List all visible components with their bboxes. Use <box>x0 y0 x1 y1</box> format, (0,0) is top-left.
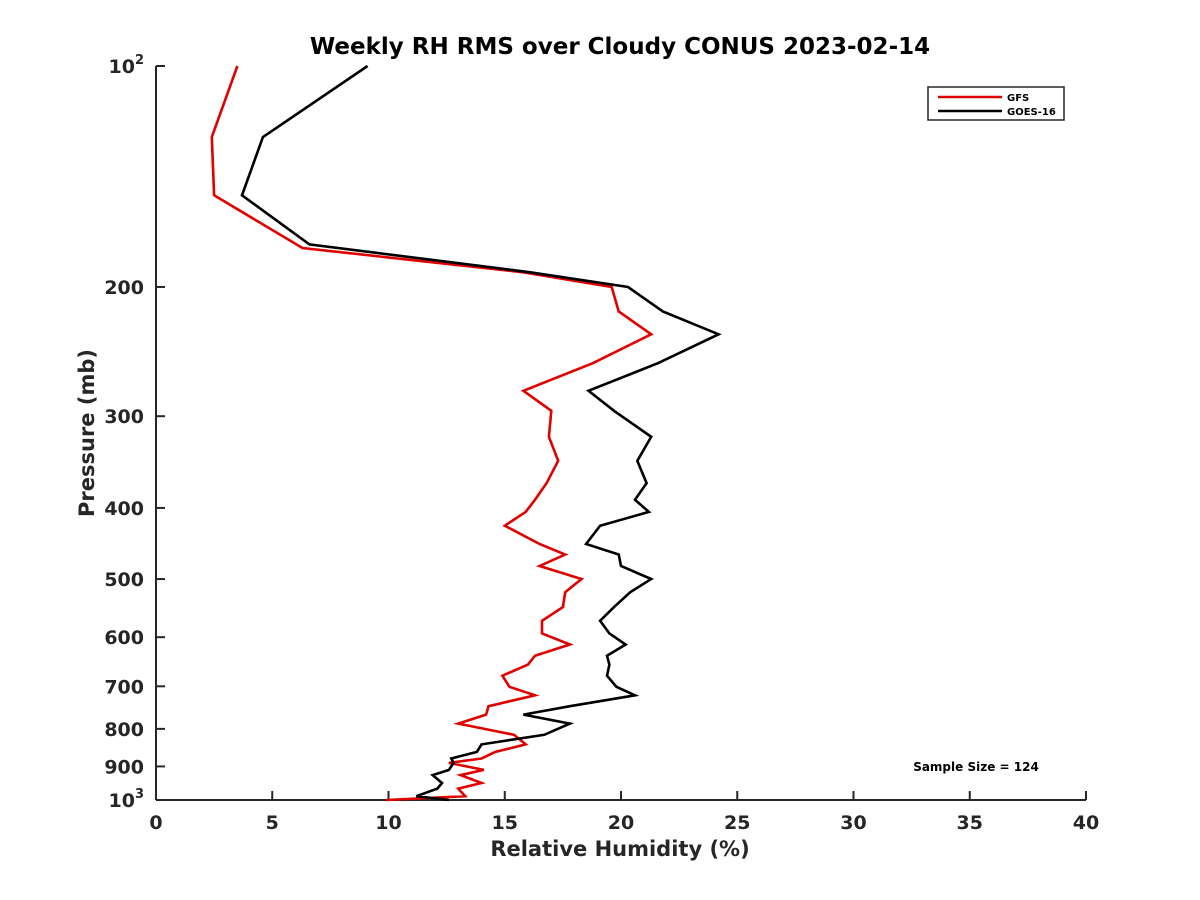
y-tick-exponent: 2 <box>135 53 144 68</box>
y-tick-label: 700 <box>104 676 144 698</box>
y-tick-exponent: 3 <box>135 787 144 802</box>
y-tick-label: 300 <box>104 406 144 428</box>
y-tick-label: 103 <box>109 787 145 812</box>
axes: 0 5 10 15 20 25 30 35 40102200300400500600700800… <box>104 53 1099 834</box>
sample-size-annotation: Sample Size = 124 <box>913 760 1039 774</box>
legend-label: GFS <box>1007 93 1029 104</box>
legend-label: GOES-16 <box>1007 107 1056 118</box>
x-tick-label: 15 <box>492 812 518 834</box>
chart-title: Weekly RH RMS over Cloudy CONUS 2023-02-… <box>310 34 930 60</box>
y-tick-base: 10 <box>109 56 135 78</box>
y-tick-label: 200 <box>104 277 144 299</box>
y-tick-label: 102 <box>109 53 145 78</box>
legend: GFS GOES-16 <box>927 86 1065 121</box>
x-tick-label: 5 <box>266 812 279 834</box>
y-tick-label: 500 <box>104 569 144 591</box>
y-tick-label: 800 <box>104 719 144 741</box>
x-tick-label: 10 <box>375 812 401 834</box>
y-tick-label: 900 <box>104 756 144 778</box>
legend-box <box>927 86 1065 121</box>
x-tick-label: 40 <box>1073 812 1099 834</box>
series-line-goes-16 <box>240 64 722 802</box>
x-tick-label: 30 <box>840 812 866 834</box>
x-tick-label: 20 <box>608 812 634 834</box>
y-tick-label: 600 <box>104 627 144 649</box>
y-tick-base: 10 <box>109 790 135 812</box>
x-tick-label: 25 <box>724 812 750 834</box>
x-tick-label: 0 <box>149 812 162 834</box>
plot-area <box>210 64 722 802</box>
series-line-gfs <box>210 65 654 802</box>
x-tick-label: 35 <box>957 812 983 834</box>
y-tick-label: 400 <box>104 498 144 520</box>
x-axis-label: Relative Humidity (%) <box>490 837 749 861</box>
y-axis-label: Pressure (mb) <box>75 349 99 517</box>
